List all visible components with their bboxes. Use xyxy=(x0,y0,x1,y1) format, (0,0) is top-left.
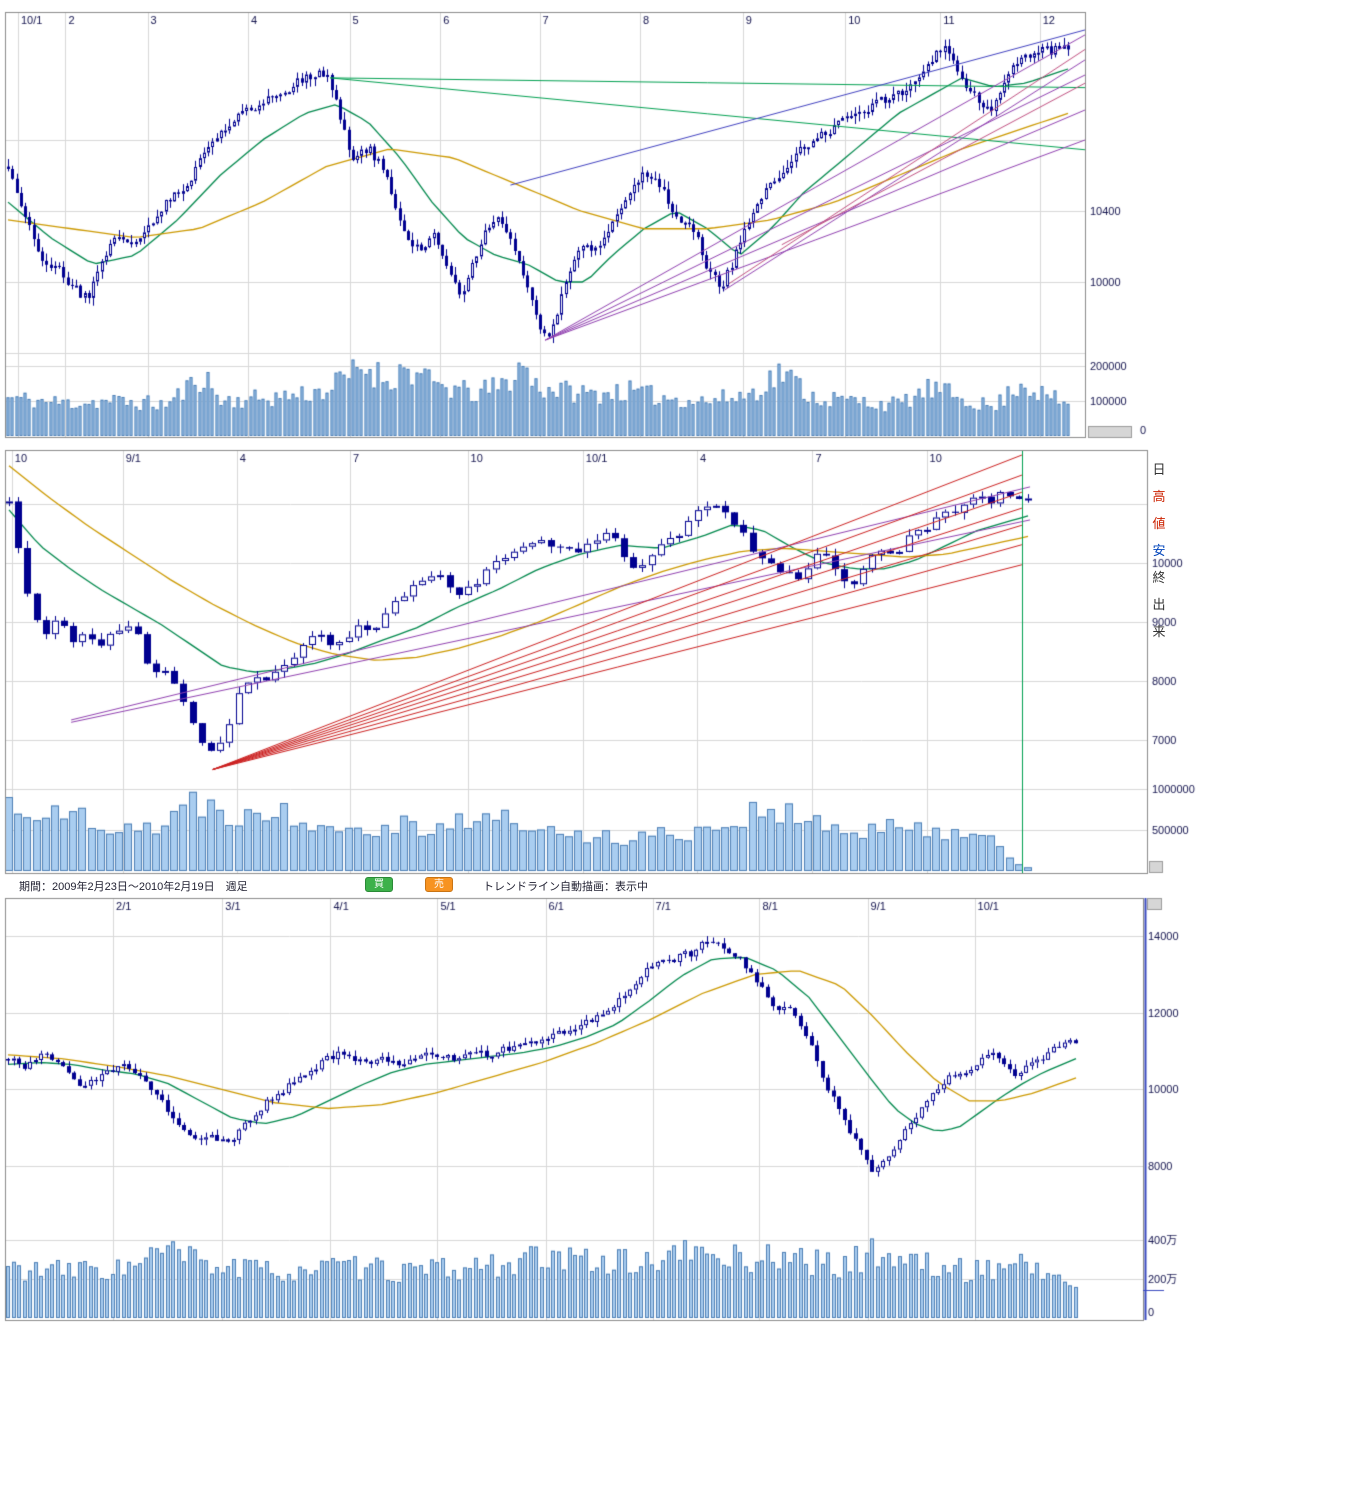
side-label-char: 日 xyxy=(1152,462,1166,477)
panel2-toolbar: 期間：2009年2月23日～2010年2月19日 週足 買 売 トレンドライン自… xyxy=(5,876,1148,893)
side-label-char: 値 xyxy=(1152,516,1166,531)
toolbar-sell-button[interactable]: 売 xyxy=(425,877,453,892)
toolbar-buy-button[interactable]: 買 xyxy=(365,877,393,892)
side-label-char: 安 xyxy=(1152,543,1166,558)
panel2-side-labels: 日高値安終出来 xyxy=(1151,456,1167,645)
side-label-char: 終 xyxy=(1152,570,1166,585)
toolbar-period-label: 期間：2009年2月23日～2010年2月19日 週足 xyxy=(19,881,248,893)
side-label-char: 来 xyxy=(1152,624,1166,639)
side-label-char: 出 xyxy=(1152,597,1166,612)
toolbar-mode-label: トレンドライン自動描画：表示中 xyxy=(483,881,648,893)
side-label-char: 高 xyxy=(1152,489,1166,504)
